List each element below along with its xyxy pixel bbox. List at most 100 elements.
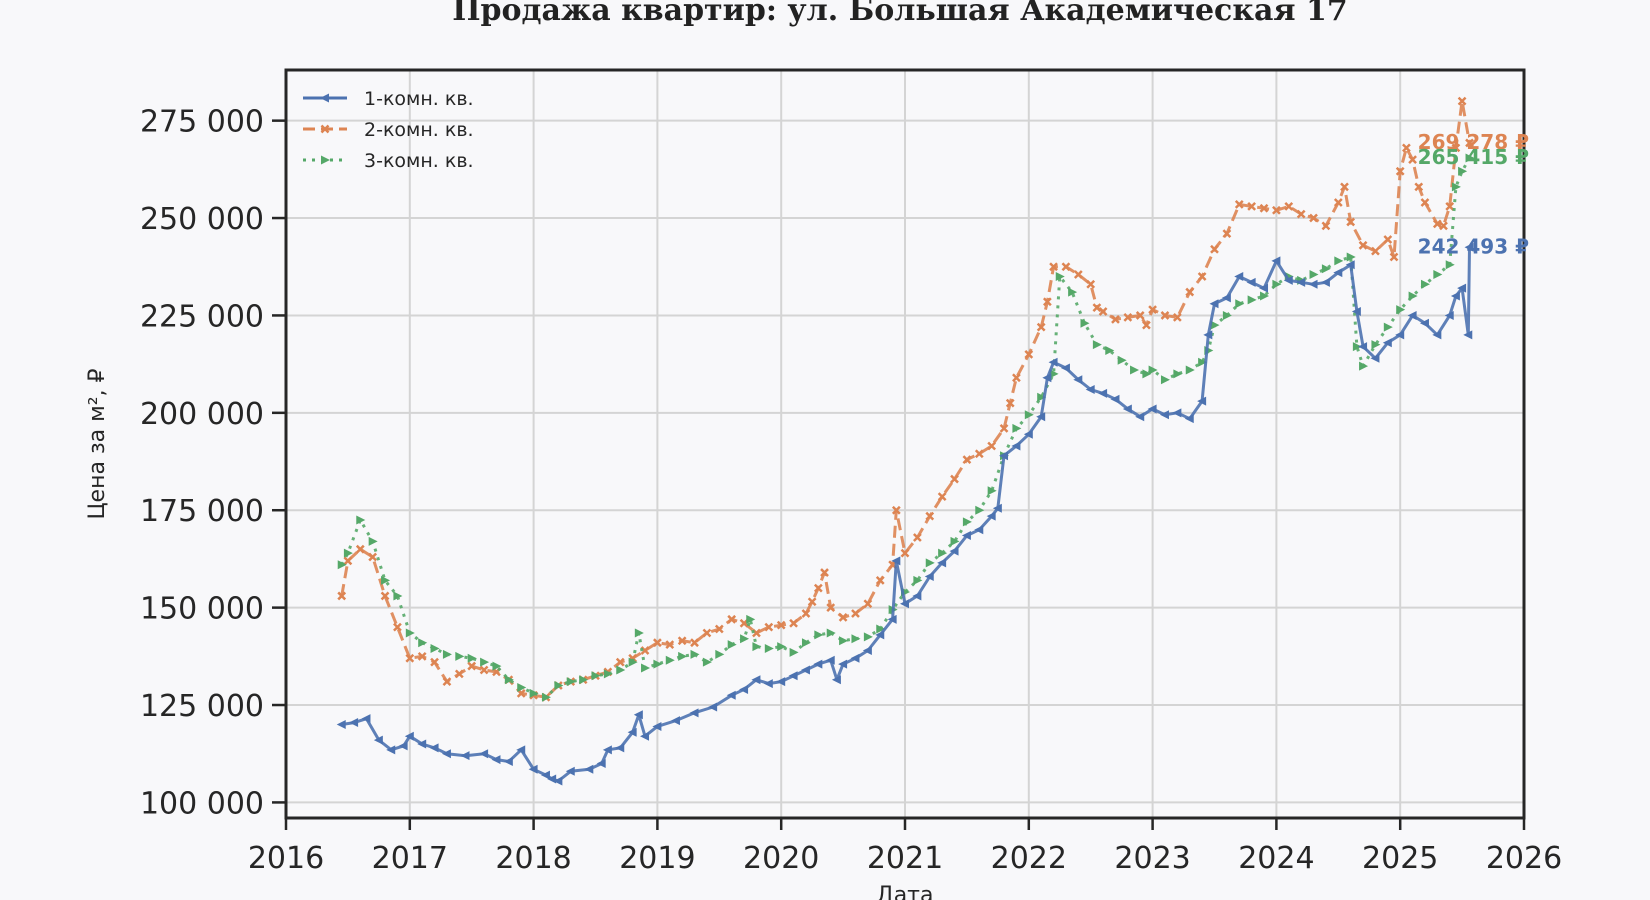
data-point	[950, 474, 959, 484]
data-point	[1098, 388, 1108, 398]
data-point	[1359, 361, 1369, 371]
data-point	[1073, 270, 1083, 279]
data-point	[1011, 441, 1021, 451]
data-point	[1036, 322, 1046, 332]
x-tick-label: 2022	[991, 841, 1067, 876]
data-point	[1458, 166, 1468, 176]
data-point	[1383, 322, 1393, 332]
data-point	[838, 659, 848, 669]
data-point	[1457, 96, 1467, 106]
data-point	[677, 636, 687, 646]
data-point	[1042, 297, 1052, 307]
data-point	[455, 651, 465, 661]
x-tick-label: 2017	[372, 841, 448, 876]
data-point	[1408, 291, 1418, 301]
data-point	[1439, 221, 1448, 231]
data-point	[1451, 182, 1461, 192]
data-point	[343, 548, 353, 558]
data-point	[813, 659, 823, 669]
data-point	[480, 657, 490, 667]
data-point	[430, 644, 440, 654]
x-tick-label: 2019	[619, 841, 695, 876]
data-point	[337, 591, 347, 601]
data-point	[1444, 310, 1454, 320]
x-tick-label: 2025	[1362, 841, 1438, 876]
data-point	[1346, 252, 1356, 262]
data-point	[1340, 182, 1349, 192]
data-point	[727, 614, 737, 624]
data-point	[602, 745, 612, 755]
data-point	[430, 657, 439, 667]
data-point	[1464, 242, 1474, 252]
data-point	[1371, 246, 1380, 256]
data-point	[1414, 182, 1424, 192]
data-point	[1234, 200, 1244, 209]
data-point	[336, 720, 346, 729]
data-point	[1402, 143, 1411, 153]
data-point	[398, 741, 408, 751]
data-point	[615, 743, 625, 753]
data-point	[418, 638, 428, 648]
data-point	[356, 515, 366, 525]
data-point	[887, 614, 897, 624]
data-point	[813, 583, 823, 593]
data-point	[1086, 279, 1096, 289]
data-point	[355, 544, 365, 554]
data-point	[368, 552, 378, 562]
data-point	[1389, 252, 1399, 262]
data-point	[1371, 340, 1381, 350]
data-point	[912, 591, 922, 601]
data-point	[851, 634, 861, 644]
data-point	[640, 731, 650, 741]
data-point	[678, 651, 688, 661]
data-point	[1197, 272, 1207, 281]
data-point	[788, 671, 798, 681]
data-point	[1142, 369, 1152, 379]
data-point	[1272, 279, 1282, 289]
data-point	[1271, 256, 1281, 266]
data-point	[689, 708, 699, 718]
data-point	[1221, 293, 1231, 303]
data-point	[393, 622, 402, 632]
data-point	[763, 679, 773, 689]
data-point	[540, 770, 550, 780]
data-point	[937, 492, 947, 501]
data-point	[1309, 213, 1318, 223]
data-point	[565, 766, 575, 776]
data-point	[380, 591, 390, 601]
data-point	[987, 486, 997, 496]
legend-marker	[320, 124, 330, 134]
data-point	[1148, 305, 1157, 314]
data-point	[1283, 275, 1293, 285]
data-point	[541, 692, 551, 702]
data-point	[1172, 313, 1182, 322]
x-axis-label: Дата	[877, 883, 934, 900]
x-tick-label: 2023	[1114, 841, 1190, 876]
data-point	[1148, 365, 1158, 375]
data-point	[801, 609, 811, 618]
data-point	[1260, 291, 1270, 301]
data-point	[1407, 310, 1417, 320]
legend-item: 1-комн. кв.	[303, 88, 474, 110]
data-point	[1060, 363, 1070, 373]
data-point	[653, 638, 662, 648]
data-point	[1135, 412, 1145, 422]
data-point	[1023, 429, 1033, 439]
data-point	[1457, 283, 1467, 293]
y-tick-label: 100 000	[140, 786, 264, 821]
data-point	[1147, 404, 1157, 414]
data-point	[1005, 398, 1015, 408]
data-point	[992, 503, 1002, 513]
legend-marker	[321, 155, 330, 165]
data-point	[343, 556, 353, 566]
data-point	[1055, 271, 1065, 281]
data-point	[417, 651, 427, 661]
data-point	[776, 620, 786, 630]
data-point	[1358, 342, 1368, 352]
data-point	[752, 642, 762, 652]
x-tick-label: 2020	[743, 841, 819, 876]
data-point	[479, 665, 489, 675]
data-point	[1122, 404, 1132, 414]
y-axis: 100 000 125 000 150 000 175 000 200 000 225 0…	[140, 105, 286, 821]
